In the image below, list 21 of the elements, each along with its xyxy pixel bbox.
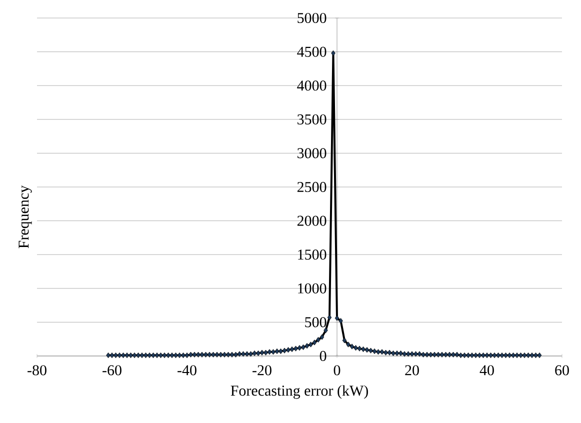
y-tick-label: 1000 bbox=[298, 283, 326, 294]
x-tick-label: -60 bbox=[102, 365, 122, 376]
y-tick-label: 3000 bbox=[298, 148, 326, 158]
y-tick-label: 2500 bbox=[297, 182, 326, 192]
x-tick-label: 20 bbox=[405, 365, 419, 376]
x-tick-label: -40 bbox=[178, 365, 196, 376]
y-tick-label: 5000 bbox=[298, 12, 326, 24]
y-tick-label: 1500 bbox=[298, 250, 326, 260]
y-axis-title: Frequency bbox=[18, 185, 32, 248]
y-tick-label: 4500 bbox=[297, 46, 326, 57]
y-tick-label: 4000 bbox=[297, 80, 326, 91]
x-tick-label: -20 bbox=[252, 365, 272, 376]
y-tick-label: 0 bbox=[320, 350, 326, 362]
x-axis-title: Forecasting error (kW) bbox=[230, 385, 368, 399]
x-tick-label: 60 bbox=[555, 365, 569, 376]
x-tick-label: 0 bbox=[334, 365, 340, 376]
x-tick-label: 40 bbox=[480, 365, 494, 376]
x-tick-label: -80 bbox=[28, 365, 46, 376]
y-tick-label: 500 bbox=[305, 317, 326, 328]
y-tick-label: 3500 bbox=[298, 114, 326, 124]
y-tick-label: 2000 bbox=[297, 216, 326, 226]
